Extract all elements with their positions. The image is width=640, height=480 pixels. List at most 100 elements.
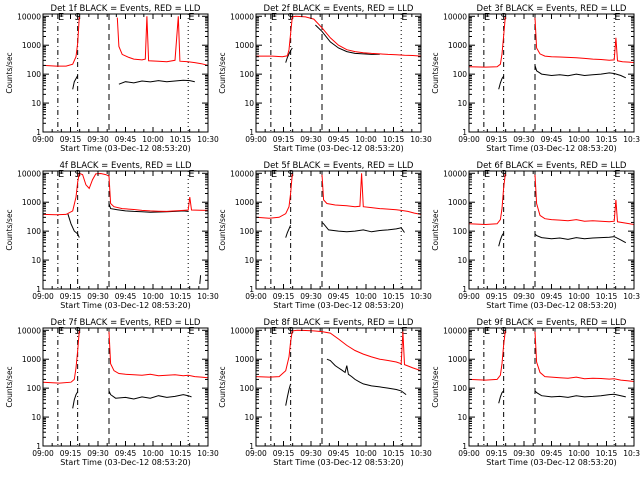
events-series	[285, 47, 293, 63]
y-tick-label: 1	[36, 285, 41, 294]
events-series	[285, 383, 292, 406]
x-tick-label: 10:00	[568, 292, 590, 301]
x-axis-label: Start Time (03-Dec-12 08:53:20)	[486, 301, 617, 310]
y-tick-label: 10000	[17, 12, 41, 21]
y-axis-label: Counts/sec	[5, 209, 14, 250]
y-tick-label: 10	[457, 413, 467, 422]
lld-series	[469, 330, 506, 381]
x-tick-label: 10:00	[355, 135, 377, 144]
marker-label: E	[401, 12, 407, 23]
marker-label: E	[614, 326, 620, 337]
x-tick-label: 10:00	[568, 135, 590, 144]
y-tick-label: 100	[453, 70, 468, 79]
lld-series	[534, 331, 634, 382]
y-tick-label: 1000	[448, 198, 467, 207]
plot-frame	[468, 327, 635, 447]
lld-series	[116, 16, 208, 66]
y-tick-label: 10	[244, 256, 254, 265]
y-tick-label: 1000	[22, 198, 41, 207]
y-tick-label: 1000	[235, 41, 254, 50]
y-tick-label: 1	[249, 128, 254, 137]
y-tick-label: 1	[462, 442, 467, 451]
x-tick-label: 10:15	[383, 449, 405, 458]
plot-frame	[42, 13, 209, 133]
x-tick-label: 09:45	[115, 449, 137, 458]
events-series	[534, 233, 627, 244]
lld-series	[43, 330, 80, 384]
x-tick-label: 09:15	[273, 135, 295, 144]
chart-title: Det 3f BLACK = Events, RED = LLD	[477, 4, 627, 14]
x-tick-label: 09:15	[60, 449, 82, 458]
y-axis-label: Counts/sec	[5, 366, 14, 407]
marker-label: E	[58, 326, 64, 337]
x-tick-label: 09:45	[328, 135, 350, 144]
lld-series	[534, 174, 634, 225]
events-series	[108, 390, 192, 400]
x-tick-label: 09:45	[115, 292, 137, 301]
x-tick-label: 09:15	[273, 449, 295, 458]
chart-title: 4f BLACK = Events, RED = LLD	[59, 161, 192, 171]
x-tick-label: 09:00	[458, 135, 480, 144]
x-tick-label: 10:00	[568, 449, 590, 458]
marker-label: E	[271, 326, 277, 337]
y-tick-label: 100	[240, 384, 255, 393]
x-tick-label: 10:15	[170, 292, 192, 301]
y-tick-label: 100	[453, 227, 468, 236]
y-tick-label: 10	[31, 413, 41, 422]
marker-label: S	[287, 169, 293, 180]
marker-label: E	[484, 169, 490, 180]
x-tick-label: 10:00	[355, 292, 377, 301]
series-group	[43, 172, 208, 284]
y-tick-label: 10	[31, 256, 41, 265]
plot-frame	[255, 170, 422, 290]
lld-series	[43, 16, 80, 67]
x-tick-label: 09:30	[300, 292, 322, 301]
marker-label: E	[614, 169, 620, 180]
x-tick-label: 09:15	[60, 135, 82, 144]
events-series	[326, 358, 407, 395]
marker-label: E	[188, 326, 194, 337]
y-tick-label: 100	[240, 227, 255, 236]
x-tick-label: 10:15	[596, 449, 618, 458]
marker-label: E	[188, 169, 194, 180]
x-tick-label: 09:30	[513, 449, 535, 458]
events-series	[118, 79, 195, 85]
x-tick-label: 09:15	[486, 449, 508, 458]
y-tick-label: 10000	[230, 169, 254, 178]
y-tick-label: 1	[36, 128, 41, 137]
marker-label: S	[500, 326, 506, 337]
x-tick-label: 09:45	[328, 292, 350, 301]
y-tick-label: 10000	[17, 169, 41, 178]
lld-series	[256, 15, 421, 58]
x-axis-label: Start Time (03-Dec-12 08:53:20)	[273, 144, 404, 153]
x-tick-label: 10:00	[142, 135, 164, 144]
x-axis-label: Start Time (03-Dec-12 08:53:20)	[60, 301, 191, 310]
x-tick-label: 09:00	[458, 292, 480, 301]
marker-label: E	[188, 12, 194, 23]
x-tick-label: 09:45	[115, 135, 137, 144]
x-axis-label: Start Time (03-Dec-12 08:53:20)	[486, 144, 617, 153]
y-tick-label: 1000	[235, 355, 254, 364]
chart-title: Det 5f BLACK = Events, RED = LLD	[264, 161, 414, 171]
x-tick-label: 10:30	[623, 292, 640, 301]
marker-label: E	[614, 12, 620, 23]
y-tick-label: 10	[244, 413, 254, 422]
chart-title: Det 6f BLACK = Events, RED = LLD	[477, 161, 627, 171]
series-group	[469, 16, 634, 90]
x-axis-label: Start Time (03-Dec-12 08:53:20)	[60, 458, 191, 467]
series-group	[469, 330, 634, 404]
y-axis-label: Counts/sec	[218, 366, 227, 407]
y-axis-label: Counts/sec	[218, 52, 227, 93]
events-series	[534, 65, 627, 79]
x-tick-label: 09:00	[32, 292, 54, 301]
plot-frame	[42, 170, 209, 290]
marker-label: S	[74, 12, 80, 23]
events-series	[199, 275, 202, 284]
x-tick-label: 09:15	[60, 292, 82, 301]
x-tick-label: 09:30	[87, 135, 109, 144]
x-tick-label: 10:30	[623, 449, 640, 458]
y-tick-label: 10	[244, 99, 254, 108]
